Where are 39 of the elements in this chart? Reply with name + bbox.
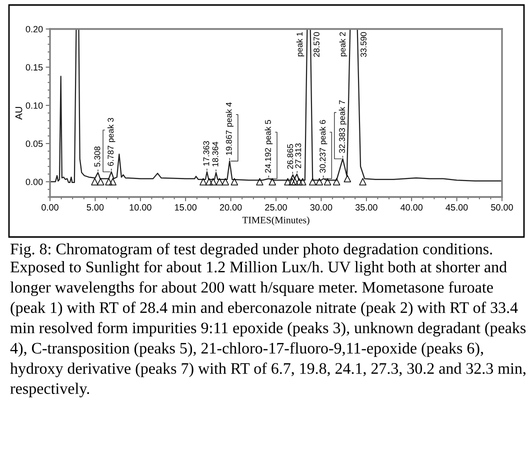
annotation: 27.313: [295, 143, 302, 168]
annotation: 19.867: [226, 130, 232, 155]
x-tick-label: 50.00: [491, 204, 513, 211]
annotation: peak 2: [339, 32, 348, 56]
annotation: 6.787: [108, 146, 114, 166]
annotation: peak 4: [226, 102, 234, 127]
annotation: peak 5: [264, 120, 273, 144]
annotation: 28.570: [314, 32, 320, 57]
y-tick-label: 0.00: [26, 178, 43, 186]
x-tick-label: 5.00: [86, 204, 104, 211]
x-tick-label: 45.00: [446, 204, 468, 211]
annotation: 26.865: [287, 144, 294, 169]
annotation: peak 1: [296, 32, 304, 56]
annotation: 5.308: [94, 146, 100, 167]
caption: Fig. 8: Chromatogram of test degraded under photo degradation conditions.: [10, 243, 492, 258]
x-tick-label: 15.00: [174, 204, 197, 211]
text: Exposed to Sunlight for about 1.2 Million Lux/h. UV light both at shorter and longer wavelengths for about 200 watt h/square meter. Mometasone furoate (peak 1) with RT of 28.4 min and eberconazole nitrate (peak 2) with RT of 33.4 min resolved form impurities 9:11 epoxide (peaks 3), unknown degradant (peaks 4), C-transposition (peaks 5), 21-chloro-17-fluoro-9,11-epoxide (peaks 6), hydroxy derivative (peaks 7) with RT of 6.7, 19.8, 24.1, 27.3, 30.2 and 32.3 min, respectively.: [10, 261, 526, 398]
x-tick-label: 30.00: [310, 204, 332, 211]
x-tick-label: 40.00: [400, 204, 423, 211]
x-tick-label: 20.00: [220, 204, 242, 211]
annotation: 30.237: [320, 148, 326, 173]
y-tick-label: 0.20: [26, 26, 43, 32]
annotation: peak 6: [319, 120, 328, 144]
annotation: 32.383: [339, 128, 345, 153]
annotation: 33.590: [360, 32, 366, 57]
y-axis-title: AU: [15, 107, 22, 120]
annotation: 17.363: [203, 141, 210, 166]
y-tick-label: 0.10: [26, 102, 43, 109]
annotation: 18.364: [212, 142, 218, 166]
x-tick-label: 35.00: [355, 204, 378, 211]
annotation: 24.192: [265, 148, 271, 173]
x-tick-label: 10.00: [130, 204, 152, 211]
y-tick-label: 0.05: [26, 140, 43, 147]
annotation: peak 7: [338, 100, 347, 124]
x-axis-title: TIMES(Minutes): [242, 216, 310, 226]
y-tick-label: 0.15: [26, 64, 43, 71]
x-tick-label: 25.00: [265, 204, 287, 211]
annotation: peak 3: [107, 118, 116, 142]
x-tick-label: 0.00: [42, 204, 58, 211]
